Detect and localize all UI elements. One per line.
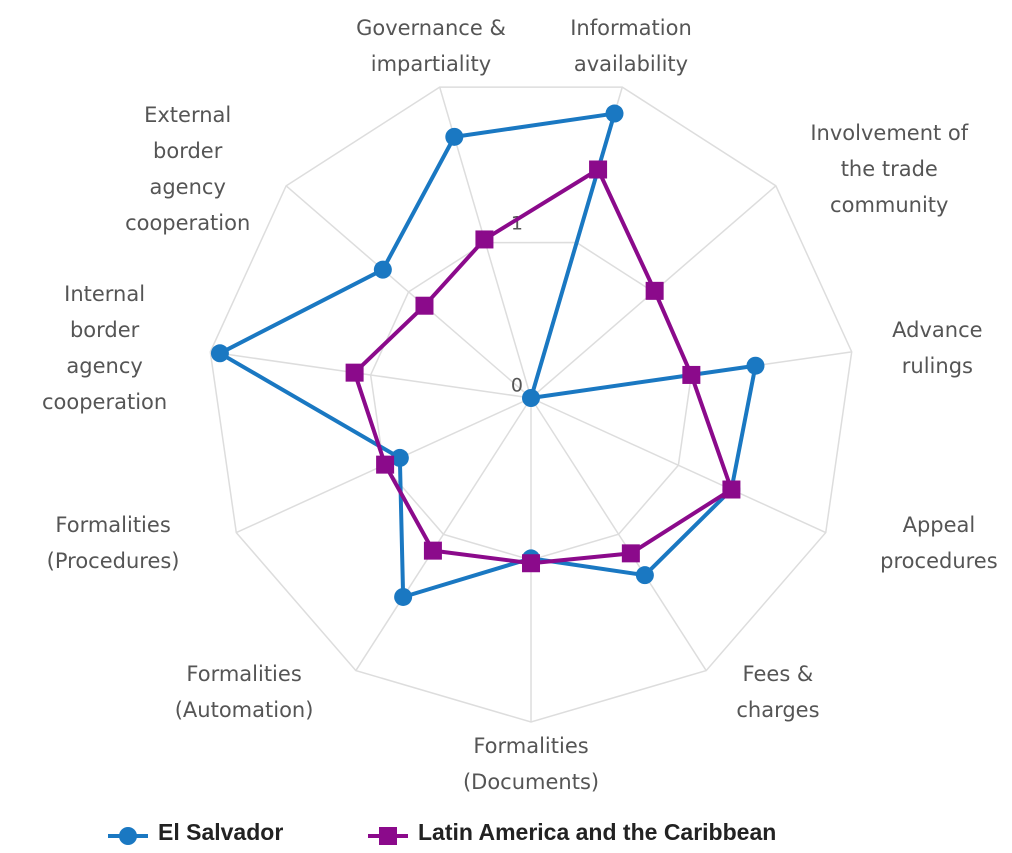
series-line: [217, 111, 758, 599]
point: [746, 356, 765, 375]
point: [522, 389, 540, 407]
series-line: [352, 167, 734, 566]
point: [210, 344, 229, 363]
point: [390, 448, 409, 467]
category-label: Internal border agency cooperation: [41, 282, 168, 415]
point: [722, 480, 741, 499]
point: [682, 365, 701, 384]
category-label: Information availability: [570, 16, 692, 77]
category-label: Advance rulings: [892, 318, 983, 379]
point: [475, 230, 494, 249]
point: [605, 104, 624, 123]
category-label: Formalities (Procedures): [46, 513, 180, 574]
point: [645, 281, 664, 300]
point: [373, 260, 392, 279]
legend-marker: [119, 827, 137, 845]
legend-marker: [379, 827, 397, 845]
point: [621, 544, 640, 563]
point: [345, 363, 364, 382]
category-label: Appeal procedures: [880, 513, 998, 574]
point: [376, 455, 395, 474]
category-label: Formalities (Automation): [174, 662, 314, 723]
y-tick-label: 0: [511, 375, 523, 397]
category-label: Governance & impartiality: [356, 16, 506, 77]
legend-label: Latin America and the Caribbean: [418, 819, 777, 845]
point: [589, 160, 608, 179]
point: [394, 587, 413, 606]
point: [423, 541, 442, 560]
point: [445, 127, 464, 146]
point: [415, 296, 434, 315]
point: [522, 554, 541, 573]
category-label: Involvement of the trade community: [810, 120, 969, 217]
point: [635, 566, 654, 585]
category-label: External border agency cooperation: [125, 102, 251, 235]
legend-label: El Salvador: [158, 819, 284, 845]
category-label: Formalities (Documents): [462, 734, 600, 794]
category-label: Fees & charges: [736, 662, 820, 723]
grid-outer: [209, 86, 853, 723]
